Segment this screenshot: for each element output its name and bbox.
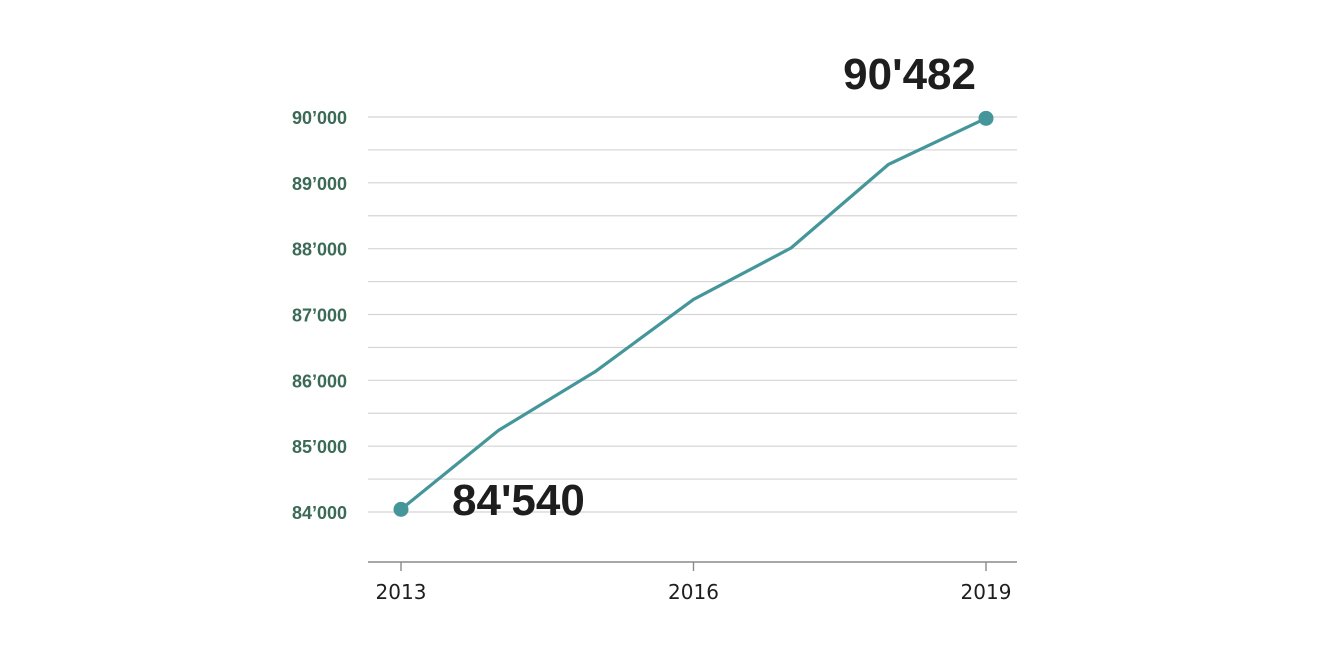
gridlines (368, 116, 1017, 513)
x-axis-tick-labels: 2013 2016 2019 (376, 580, 1012, 604)
x-tick-label-2013: 2013 (376, 580, 427, 604)
y-tick-label-90000: 90’000 (292, 108, 347, 128)
point-2019 (978, 110, 994, 126)
y-tick-label-85000: 85’000 (292, 437, 347, 457)
y-tick-label-88000: 88’000 (292, 240, 347, 260)
x-tick-label-2016: 2016 (668, 580, 719, 604)
x-tick-label-2019: 2019 (961, 580, 1012, 604)
data-label-2019: 90'482 (843, 50, 976, 99)
y-tick-label-87000: 87’000 (292, 306, 347, 326)
y-tick-label-86000: 86’000 (292, 371, 347, 391)
series-line (399, 116, 988, 511)
data-label-2013: 84'540 (452, 476, 585, 525)
data-labels: 84'540 90'482 (452, 50, 976, 525)
series (393, 110, 994, 517)
x-axis (368, 561, 1017, 571)
y-tick-label-89000: 89’000 (292, 174, 347, 194)
point-2013 (393, 501, 409, 517)
y-tick-label-84000: 84’000 (292, 503, 347, 523)
y-axis-tick-labels: 84’000 85’000 86’000 87’000 88’000 89’000 90’0… (292, 108, 347, 523)
